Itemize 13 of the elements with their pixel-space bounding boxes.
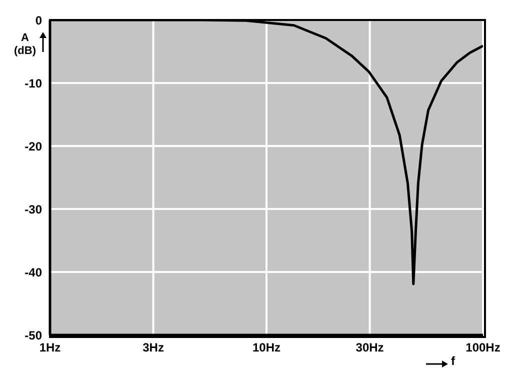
y-tick-label: -30 bbox=[24, 202, 42, 216]
x-tick-label: 100Hz bbox=[466, 340, 500, 355]
x-axis-title: f bbox=[451, 354, 455, 368]
x-tick-label: 30Hz bbox=[356, 340, 384, 355]
x-tick-label: 1Hz bbox=[39, 340, 61, 355]
y-axis-title: A (dB) bbox=[13, 32, 37, 58]
y-tick-label: -40 bbox=[24, 265, 42, 280]
x-tick-label: 10Hz bbox=[252, 340, 281, 355]
y-tick-label: 0 bbox=[35, 13, 42, 28]
y-tick-label: -10 bbox=[24, 76, 42, 90]
y-tick-label: -50 bbox=[24, 328, 42, 342]
x-tick-label: 3Hz bbox=[142, 340, 164, 355]
y-tick-label: -20 bbox=[24, 139, 42, 154]
